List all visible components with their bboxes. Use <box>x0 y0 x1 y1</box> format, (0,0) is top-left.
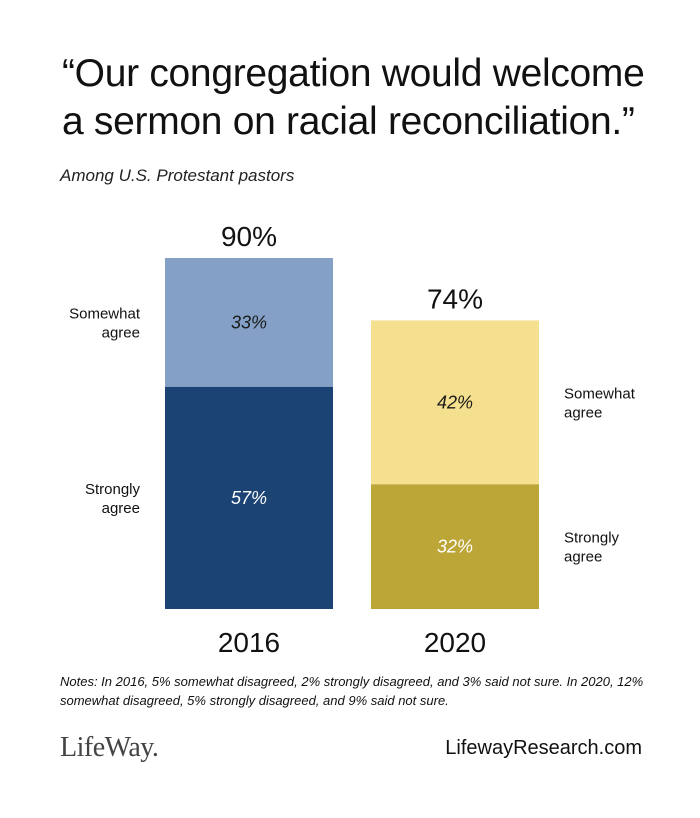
side-label-somewhat-line-1: Somewhat <box>564 385 636 402</box>
side-label-strongly-line-2: agree <box>564 549 602 566</box>
website-link[interactable]: LifewayResearch.com <box>445 737 642 759</box>
category-label: 2016 <box>218 627 280 658</box>
lifeway-logo: LifeWay. <box>60 732 159 763</box>
side-label-somewhat-line-2: agree <box>102 324 140 341</box>
category-label: 2020 <box>424 627 486 658</box>
side-label-strongly-line-1: Strongly <box>564 530 620 547</box>
bar-value-label: 42% <box>437 392 473 412</box>
chart-title: “Our congregation would welcome a sermon… <box>62 50 682 146</box>
chart-title-line-2: a sermon on racial reconciliation.” <box>62 100 635 143</box>
bar-total-label: 90% <box>221 221 277 252</box>
bar-total-label: 74% <box>427 283 483 314</box>
chart-title-line-1: “Our congregation would welcome <box>62 52 645 95</box>
chart-notes: Notes: In 2016, 5% somewhat disagreed, 2… <box>60 674 644 708</box>
bar-2016-somewhat <box>165 258 333 387</box>
bar-2016-strongly <box>165 386 333 609</box>
side-label-strongly-line-1: Strongly <box>85 481 141 498</box>
bar-value-label: 33% <box>231 312 267 332</box>
side-label-somewhat-line-1: Somewhat <box>69 305 141 322</box>
bar-value-label: 32% <box>437 537 473 557</box>
bar-value-label: 57% <box>231 488 267 508</box>
side-label-strongly-line-2: agree <box>102 500 140 517</box>
side-label-somewhat-line-2: agree <box>564 404 602 421</box>
bar-2020-strongly <box>371 484 539 609</box>
chart-subtitle: Among U.S. Protestant pastors <box>60 166 295 185</box>
bar-2020-somewhat <box>371 320 539 485</box>
